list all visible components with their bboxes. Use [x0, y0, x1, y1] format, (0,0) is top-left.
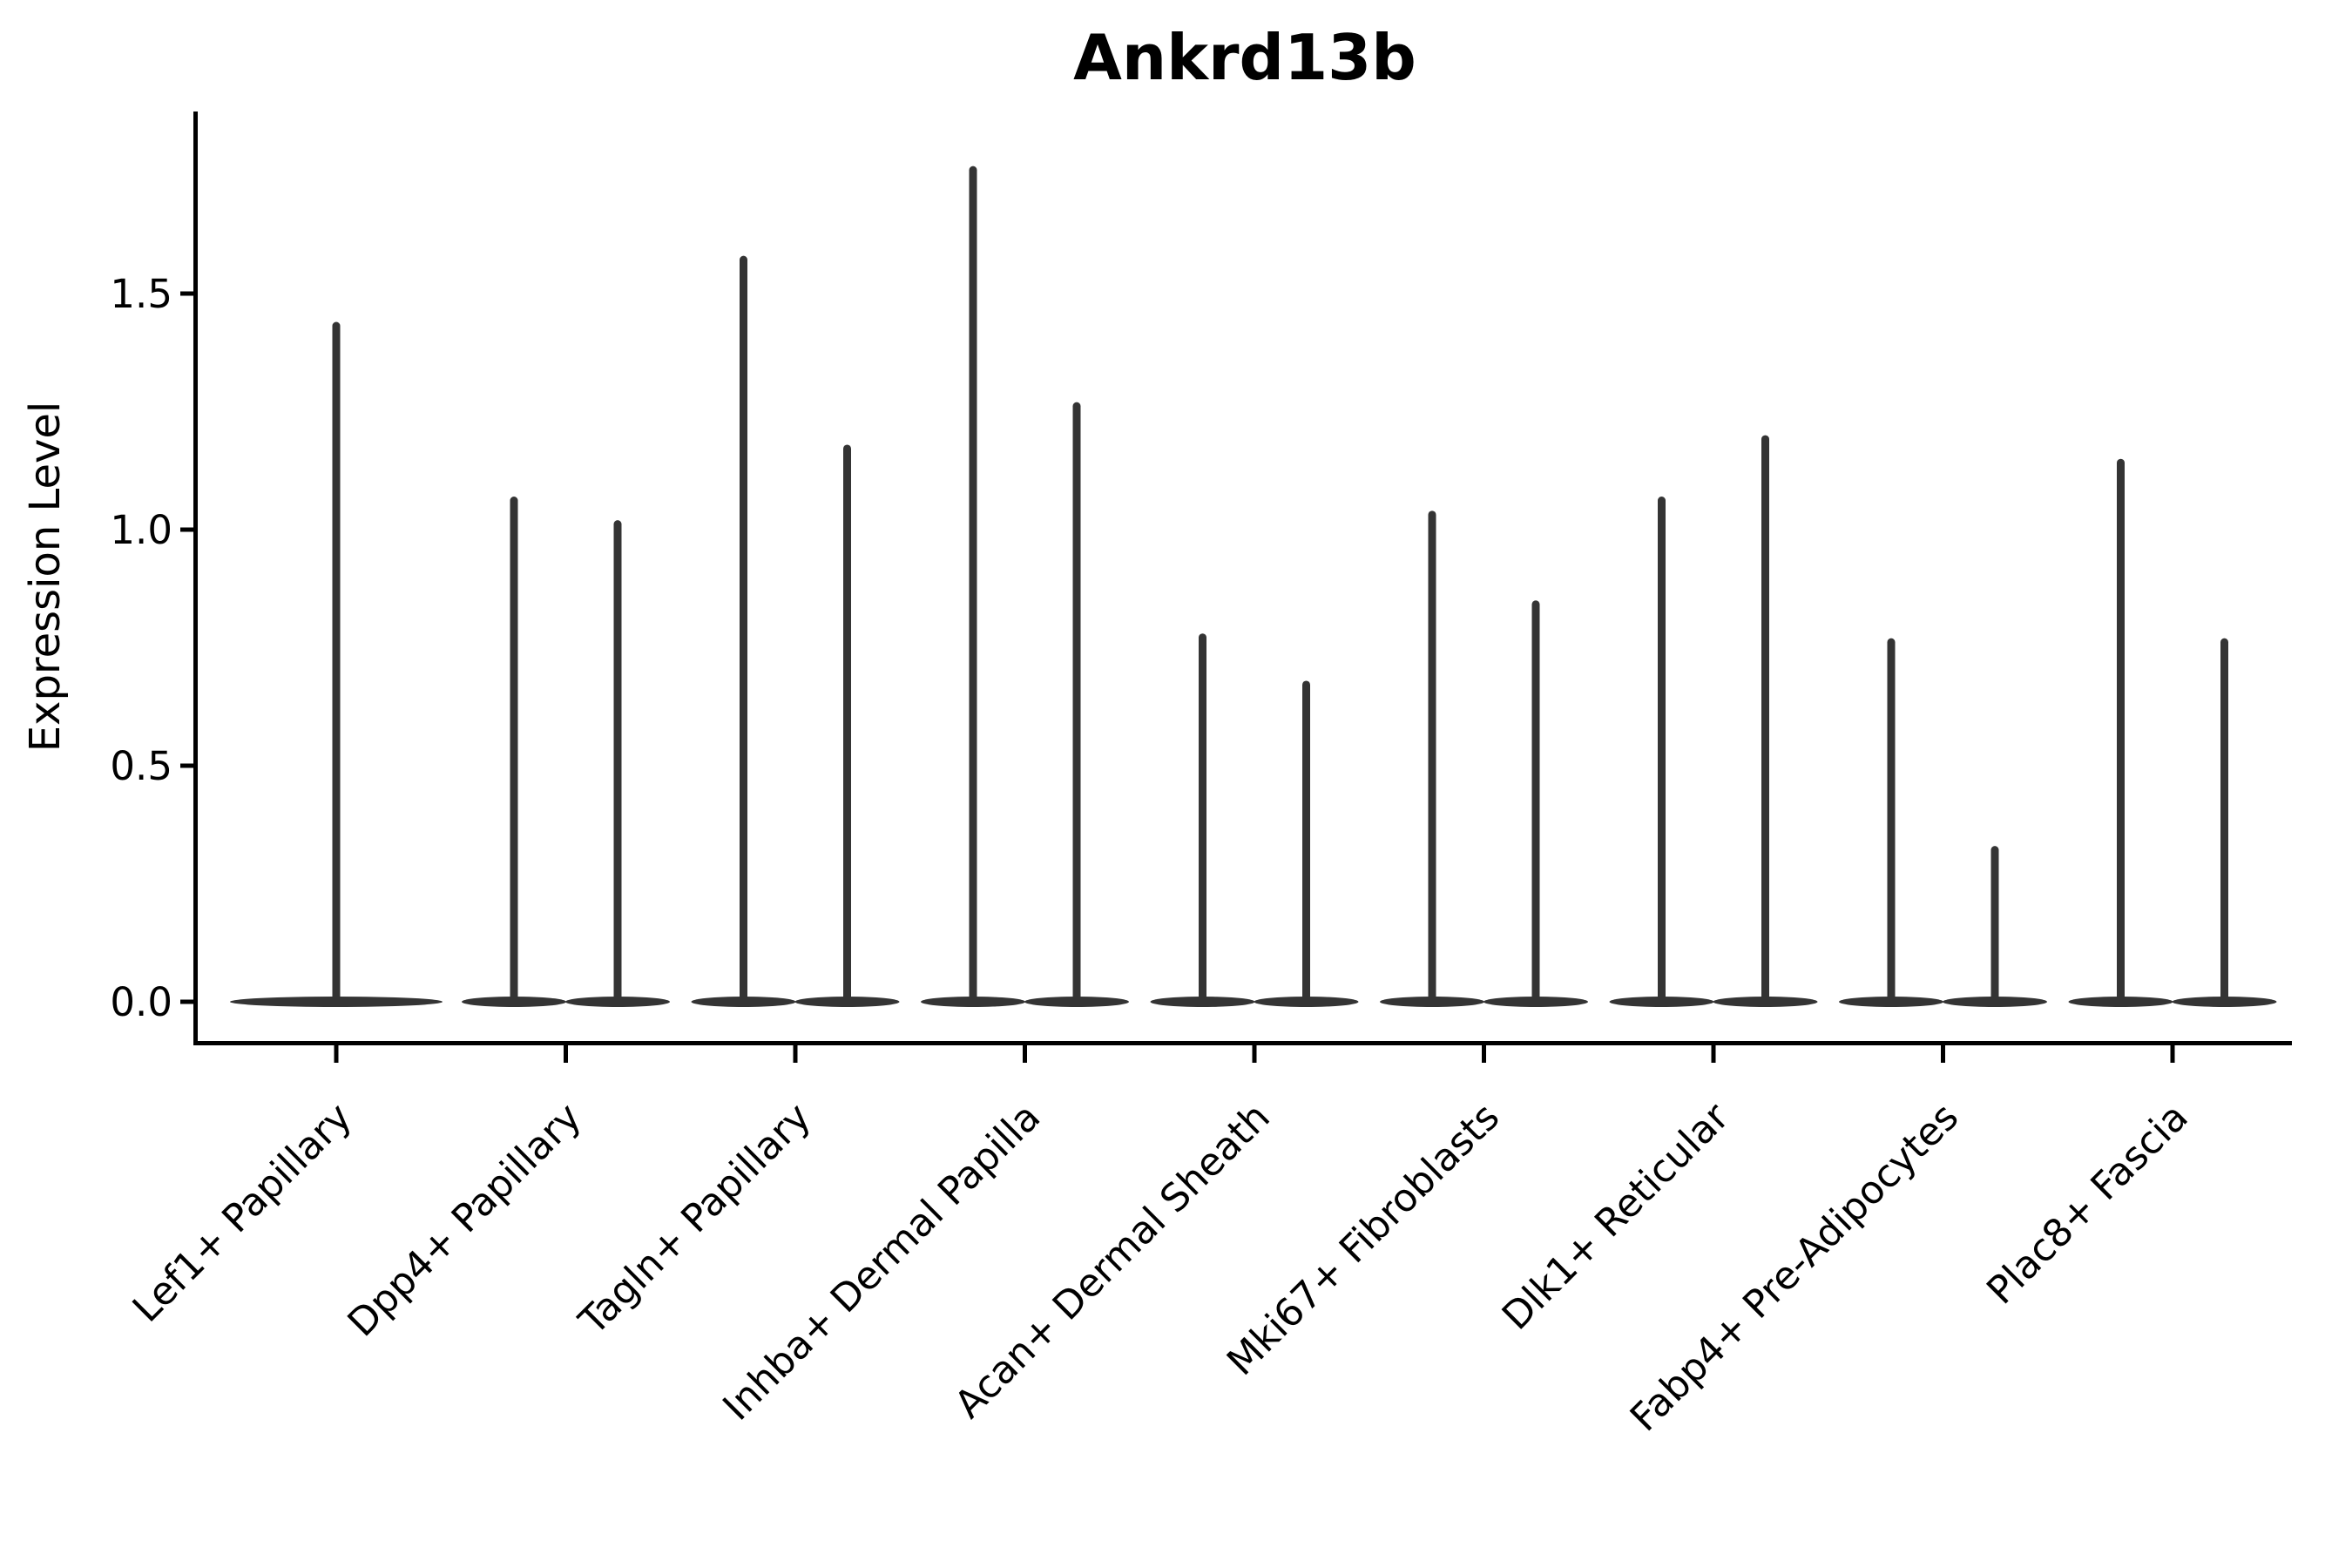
y-tick	[180, 763, 193, 768]
x-tick	[564, 1045, 568, 1063]
violin-spike	[2220, 638, 2228, 1004]
x-tick	[1023, 1045, 1027, 1063]
violin-spike	[843, 444, 851, 1004]
x-tick	[1252, 1045, 1257, 1063]
x-tick	[1711, 1045, 1716, 1063]
violin-spike	[1887, 638, 1896, 1004]
violin-spike	[1761, 435, 1769, 1005]
x-tick-label: Plac8+ Fascia	[1978, 1095, 2197, 1314]
violin-spike	[1658, 497, 1666, 1004]
violin-spike	[1072, 402, 1081, 1004]
violin-spike	[1428, 510, 1436, 1004]
x-tick	[1941, 1045, 1945, 1063]
x-tick-label: Dlk1+ Reticular	[1494, 1094, 1739, 1339]
y-tick-label: 0.0	[110, 979, 172, 1025]
y-tick-label: 1.5	[110, 271, 172, 317]
y-axis-spine	[193, 112, 198, 1045]
violin-spike	[1531, 600, 1540, 1004]
y-tick-label: 0.5	[110, 743, 172, 789]
violin-spike	[510, 497, 518, 1004]
x-tick-label: Tagln+ Papillary	[571, 1095, 820, 1344]
x-tick	[1482, 1045, 1486, 1063]
violin-spike	[332, 321, 341, 1004]
violin-spike	[969, 166, 977, 1004]
y-tick	[180, 291, 193, 296]
violin-spike	[1199, 633, 1206, 1004]
violin-spike	[613, 520, 622, 1004]
y-tick	[180, 999, 193, 1004]
violin-spike	[1302, 680, 1310, 1004]
violin-spike	[2117, 458, 2125, 1004]
y-tick-label: 1.0	[110, 507, 172, 553]
x-tick-label: Dpp4+ Papillary	[340, 1095, 591, 1346]
violin-spike	[1990, 846, 1999, 1004]
violin-spike	[740, 255, 747, 1004]
chart-title: Ankrd13b	[1073, 21, 1416, 94]
x-tick-label: Lef1+ Papillary	[125, 1095, 361, 1331]
x-axis-spine	[193, 1041, 2292, 1045]
y-tick	[180, 527, 193, 532]
x-tick	[2170, 1045, 2175, 1063]
x-tick	[334, 1045, 339, 1063]
x-tick	[793, 1045, 798, 1063]
